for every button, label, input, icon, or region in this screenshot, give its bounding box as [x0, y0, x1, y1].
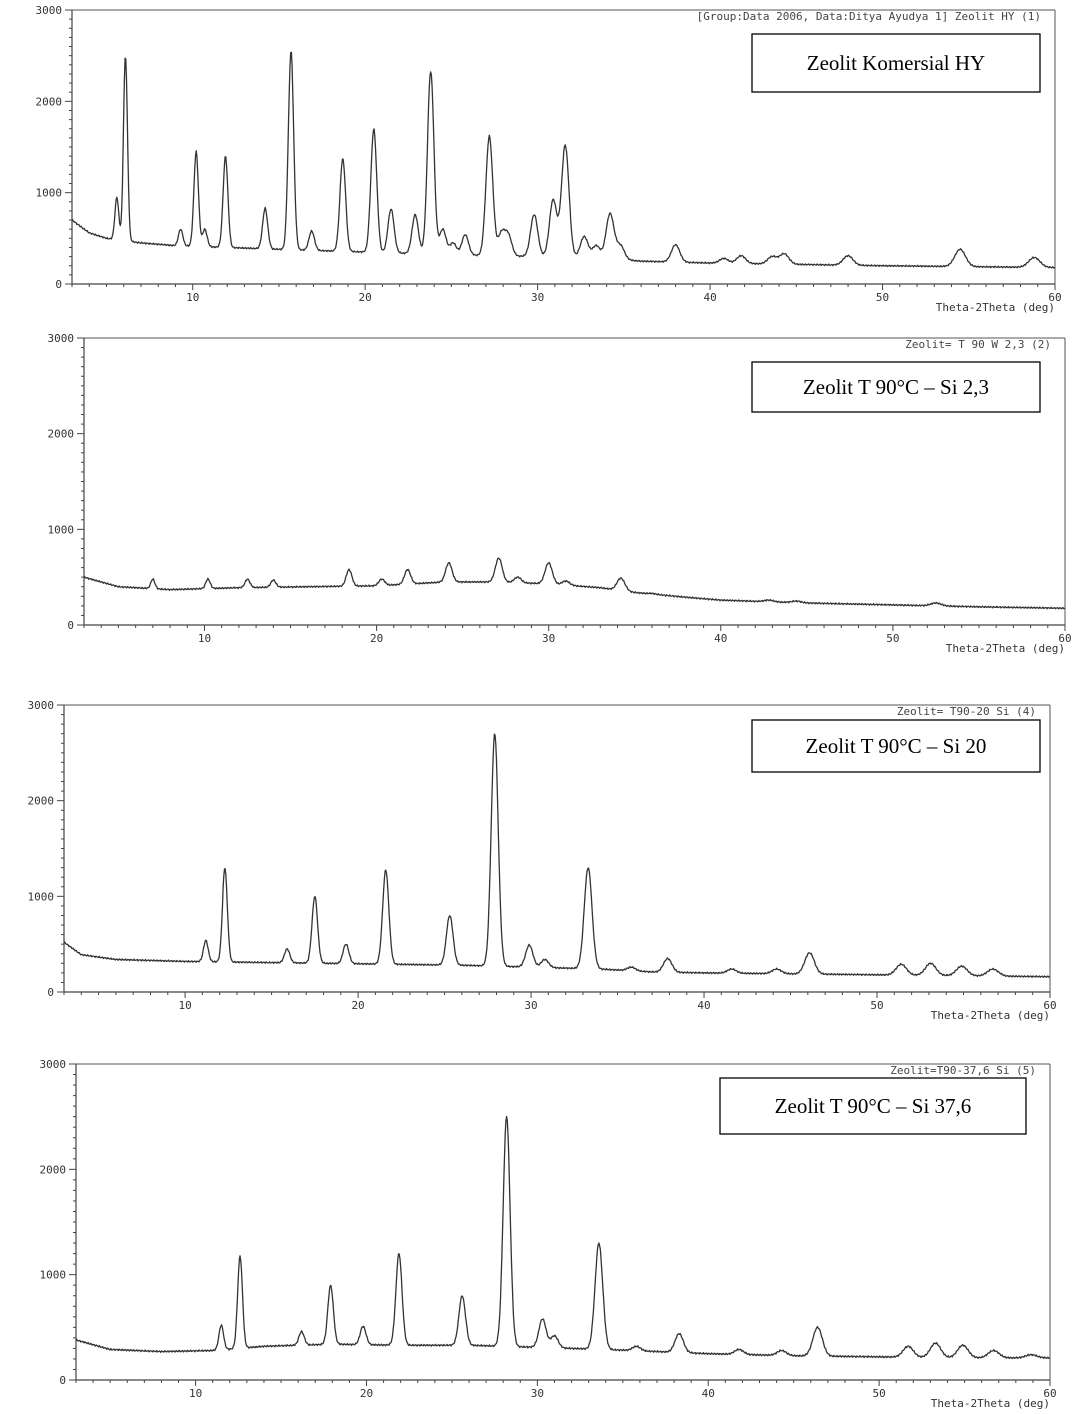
x-tick-label: 30 — [531, 1387, 544, 1400]
y-tick-label: 0 — [59, 1374, 66, 1387]
sample-label-text: Zeolit T 90°C – Si 20 — [806, 734, 987, 758]
y-tick-label: 3000 — [48, 332, 75, 345]
x-tick-label: 50 — [870, 999, 883, 1012]
x-axis-label: Theta-2Theta (deg) — [936, 301, 1055, 314]
x-tick-label: 40 — [697, 999, 710, 1012]
x-tick-label: 50 — [876, 291, 889, 304]
x-tick-label: 30 — [524, 999, 537, 1012]
xrd-panel-4: 10 20 30 40 50 60 0 1000 2000 3000 Theta-2Theta (d… — [40, 1058, 1057, 1410]
x-tick-label: 50 — [872, 1387, 885, 1400]
y-tick-label: 3000 — [36, 4, 63, 17]
x-tick-label: 10 — [186, 291, 199, 304]
sample-label-box — [751, 361, 1041, 413]
panel-header-text: [Group:Data 2006, Data:Ditya Ayudya 1] Z… — [697, 10, 1041, 23]
sample-label-box — [751, 719, 1041, 773]
y-tick-label: 3000 — [28, 699, 55, 712]
x-tick-label: 30 — [542, 632, 555, 645]
y-tick-label: 0 — [55, 278, 62, 291]
x-tick-label: 60 — [1058, 632, 1071, 645]
sample-label-text: Zeolit Komersial HY — [807, 51, 985, 75]
y-tick-label: 1000 — [36, 187, 63, 200]
x-tick-label: 20 — [359, 291, 372, 304]
x-tick-label: 10 — [178, 999, 191, 1012]
xrd-pattern-line — [63, 733, 1050, 979]
x-tick-label: 60 — [1043, 1387, 1056, 1400]
x-tick-label: 10 — [189, 1387, 202, 1400]
x-tick-label: 40 — [702, 1387, 715, 1400]
x-tick-label: 60 — [1043, 999, 1056, 1012]
panel-header-text: Zeolit= T 90 W 2,3 (2) — [905, 338, 1051, 351]
x-axis-label: Theta-2Theta (deg) — [931, 1397, 1050, 1410]
x-tick-label: 20 — [351, 999, 364, 1012]
x-tick-label: 40 — [714, 632, 727, 645]
y-tick-label: 3000 — [40, 1058, 67, 1071]
panel-header-text: Zeolit=T90-37,6 Si (5) — [890, 1064, 1036, 1077]
xrd-panel-3: 10 20 30 40 50 60 0 1000 2000 3000 Theta-2Theta (d… — [28, 699, 1057, 1022]
y-tick-label: 1000 — [28, 890, 55, 903]
xrd-pattern-line — [83, 557, 1066, 610]
y-tick-label: 2000 — [36, 95, 63, 108]
y-tick-label: 2000 — [40, 1163, 67, 1176]
xrd-pattern-line — [75, 1115, 1050, 1360]
xrd-pattern-line — [71, 51, 1056, 269]
x-tick-label: 60 — [1048, 291, 1061, 304]
x-tick-label: 30 — [531, 291, 544, 304]
x-tick-label: 40 — [703, 291, 716, 304]
panel-header-text: Zeolit= T90-20 Si (4) — [897, 705, 1036, 718]
y-tick-label: 0 — [67, 619, 74, 632]
x-tick-label: 20 — [370, 632, 383, 645]
x-axis-label: Theta-2Theta (deg) — [946, 642, 1065, 655]
xrd-panel-2: 10 20 30 40 50 60 0 1000 2000 3000 Theta-2Theta (d… — [48, 332, 1072, 655]
x-tick-label: 50 — [886, 632, 899, 645]
x-tick-label: 10 — [198, 632, 211, 645]
sample-label-text: Zeolit T 90°C – Si 2,3 — [803, 375, 989, 399]
y-tick-label: 1000 — [48, 523, 75, 536]
x-tick-label: 20 — [360, 1387, 373, 1400]
y-tick-label: 2000 — [28, 795, 55, 808]
y-tick-label: 0 — [47, 986, 54, 999]
y-tick-label: 1000 — [40, 1269, 67, 1282]
xrd-panel-1: 10 20 30 40 50 60 0 1000 2000 3000 Theta-2Theta (d… — [36, 4, 1062, 314]
x-axis-label: Theta-2Theta (deg) — [931, 1009, 1050, 1022]
y-tick-label: 2000 — [48, 428, 75, 441]
sample-label-box — [719, 1077, 1027, 1135]
sample-label-box — [751, 33, 1041, 93]
sample-label-text: Zeolit T 90°C – Si 37,6 — [775, 1094, 972, 1118]
